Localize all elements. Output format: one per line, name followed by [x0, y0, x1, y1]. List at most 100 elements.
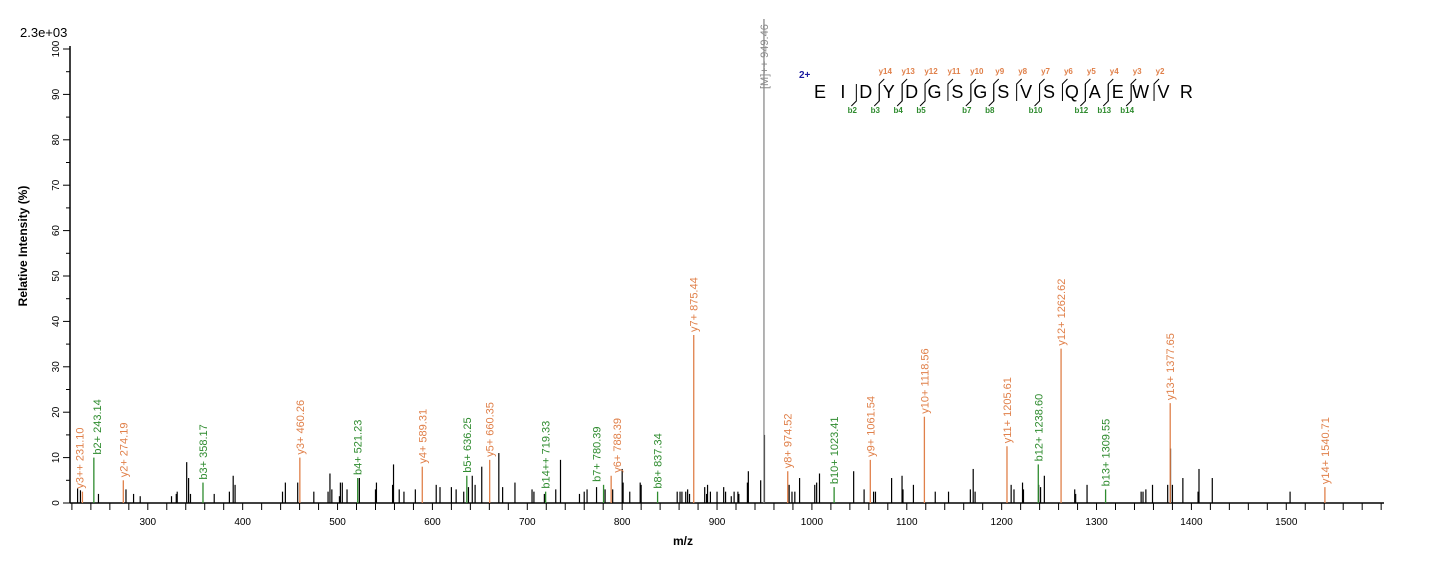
y-ion-label: y9	[995, 67, 1004, 76]
residue: Q	[1065, 82, 1079, 102]
b-ion-label: b7	[962, 106, 972, 115]
y-cleavage-mark	[1016, 78, 1023, 101]
residue: A	[1089, 82, 1101, 102]
y-ion-label: y6	[1064, 67, 1073, 76]
peak-label: b8+ 837.34	[653, 433, 665, 488]
y-ion-label: y12	[924, 67, 938, 76]
peak-label: y9+ 1061.54	[865, 396, 877, 457]
max-intensity-label: 2.3e+03	[20, 25, 67, 40]
peak-label: b5+ 636.25	[462, 417, 474, 472]
peak-label: [M]++ 949.46	[759, 24, 771, 89]
x-tick-label: 1200	[991, 517, 1014, 528]
residue: D	[859, 82, 872, 102]
y-tick-label: 30	[51, 361, 62, 373]
b-cleavage-mark	[1034, 84, 1041, 107]
peak-label: b12+ 1238.60	[1033, 394, 1045, 462]
peaks	[76, 19, 1326, 503]
peak-label: y6+ 788.39	[612, 418, 624, 473]
x-tick-label: 1100	[896, 517, 918, 528]
y-ion-label: y2	[1156, 67, 1165, 76]
y-tick-label: 10	[51, 452, 62, 464]
y-tick-label: 0	[51, 500, 62, 506]
peak-label: y7+ 875.44	[689, 277, 701, 332]
axes: 300 400 500 600 700 800 900 1000 1100 1200 1300 140…	[51, 40, 1384, 528]
b-ion-label: b8	[985, 106, 995, 115]
x-tick-label: 600	[424, 517, 441, 528]
peak-label: y14+ 1540.71	[1320, 417, 1332, 484]
x-tick-label: 1000	[801, 517, 824, 528]
x-tick-label: 500	[329, 517, 346, 528]
x-axis-title: m/z	[673, 534, 693, 548]
peak-label: y8+ 974.52	[783, 413, 795, 468]
residue: W	[1132, 82, 1149, 102]
b-cleavage-mark	[873, 84, 880, 107]
peak-label: b2+ 243.14	[92, 399, 104, 454]
peak-label: y11+ 1205.61	[1002, 377, 1014, 443]
b-cleavage-mark	[850, 84, 857, 107]
y-tick-label: 80	[51, 134, 62, 146]
y-ion-label: y14	[879, 67, 893, 76]
residue: S	[951, 82, 963, 102]
y-tick-label: 50	[51, 270, 62, 282]
y-ion-label: y3	[1133, 67, 1142, 76]
b-ion-label: b4	[893, 106, 903, 115]
x-tick-label: 800	[614, 517, 631, 528]
y-tick-label: 40	[51, 315, 62, 327]
residue: E	[814, 82, 826, 102]
y-cleavage-mark	[1061, 78, 1068, 101]
peak-label: b14++ 719.33	[541, 421, 553, 489]
residue: V	[1157, 82, 1169, 102]
b-ion-label: b2	[848, 106, 858, 115]
peak-label: y2+ 274.19	[118, 423, 130, 478]
peak-labels: y3++ 231.10 b2+ 243.14 y2+ 274.19 b3+ 358.1…	[74, 24, 1331, 488]
peak-label: y12+ 1262.62	[1056, 279, 1068, 346]
x-tick-label: 1300	[1085, 517, 1108, 528]
b-ion-label: b12	[1074, 106, 1088, 115]
peak-label: b3+ 358.17	[198, 424, 210, 479]
peak-label: y3+ 460.26	[295, 400, 307, 455]
y-tick-label: 100	[51, 40, 62, 57]
residue: R	[1180, 82, 1193, 102]
y-ion-label: y8	[1018, 67, 1027, 76]
y-tick-label: 20	[51, 406, 62, 418]
b-ion-label: b14	[1120, 106, 1134, 115]
b-cleavage-mark	[988, 84, 995, 107]
b-cleavage-mark	[896, 84, 903, 107]
peak-label: y3++ 231.10	[74, 427, 86, 488]
x-tick-label: 300	[139, 517, 156, 528]
b-cleavage-mark	[1079, 84, 1086, 107]
residue: E	[1112, 82, 1124, 102]
b-ion-label: b3	[871, 106, 881, 115]
x-tick-label: 400	[234, 517, 251, 528]
y-tick-label: 70	[51, 179, 62, 191]
peak-label: y13+ 1377.65	[1165, 333, 1177, 400]
x-tick-label: 900	[709, 517, 726, 528]
y-ion-label: y10	[970, 67, 984, 76]
b-cleavage-mark	[965, 84, 972, 107]
charge-state: 2+	[799, 70, 811, 81]
peak-label: y10+ 1118.56	[919, 348, 931, 413]
residue: G	[973, 82, 987, 102]
peak-label: b13+ 1309.55	[1101, 419, 1113, 487]
peak-label: b4+ 521.23	[353, 420, 365, 475]
y-ion-label: y7	[1041, 67, 1050, 76]
b-ion-label: b13	[1097, 106, 1111, 115]
residue: G	[927, 82, 941, 102]
b-cleavage-mark	[1102, 84, 1109, 107]
x-tick-label: 1400	[1180, 517, 1203, 528]
x-tick-label: 700	[519, 517, 536, 528]
residue: S	[997, 82, 1009, 102]
y-axis-title: Relative Intensity (%)	[16, 186, 30, 307]
y-ion-label: y4	[1110, 67, 1119, 76]
peak-label: b7+ 780.39	[592, 426, 604, 481]
peak-label: y5+ 660.35	[485, 402, 497, 457]
b-cleavage-mark	[919, 84, 926, 107]
residue: I	[840, 82, 845, 102]
y-tick-label: 60	[51, 225, 62, 237]
residue: Y	[883, 82, 895, 102]
peak-label: b10+ 1023.41	[829, 417, 841, 485]
y-ion-label: y5	[1087, 67, 1096, 76]
y-ion-label: y11	[947, 67, 960, 76]
